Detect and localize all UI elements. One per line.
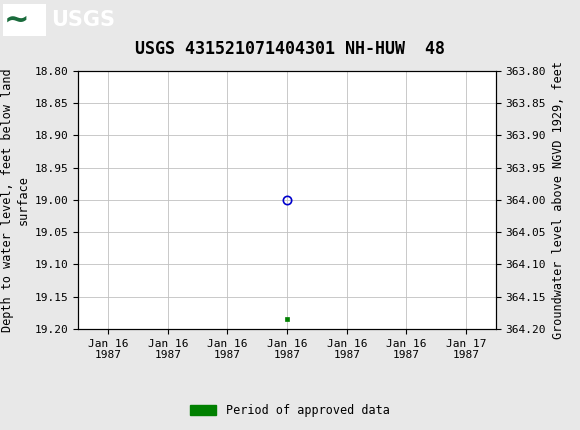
FancyBboxPatch shape bbox=[3, 4, 46, 36]
Y-axis label: Depth to water level, feet below land
surface: Depth to water level, feet below land su… bbox=[1, 68, 29, 332]
Text: USGS: USGS bbox=[51, 10, 115, 30]
Legend: Period of approved data: Period of approved data bbox=[186, 399, 394, 422]
Text: USGS 431521071404301 NH-HUW  48: USGS 431521071404301 NH-HUW 48 bbox=[135, 40, 445, 58]
Y-axis label: Groundwater level above NGVD 1929, feet: Groundwater level above NGVD 1929, feet bbox=[552, 61, 565, 339]
Text: ~: ~ bbox=[4, 5, 30, 34]
